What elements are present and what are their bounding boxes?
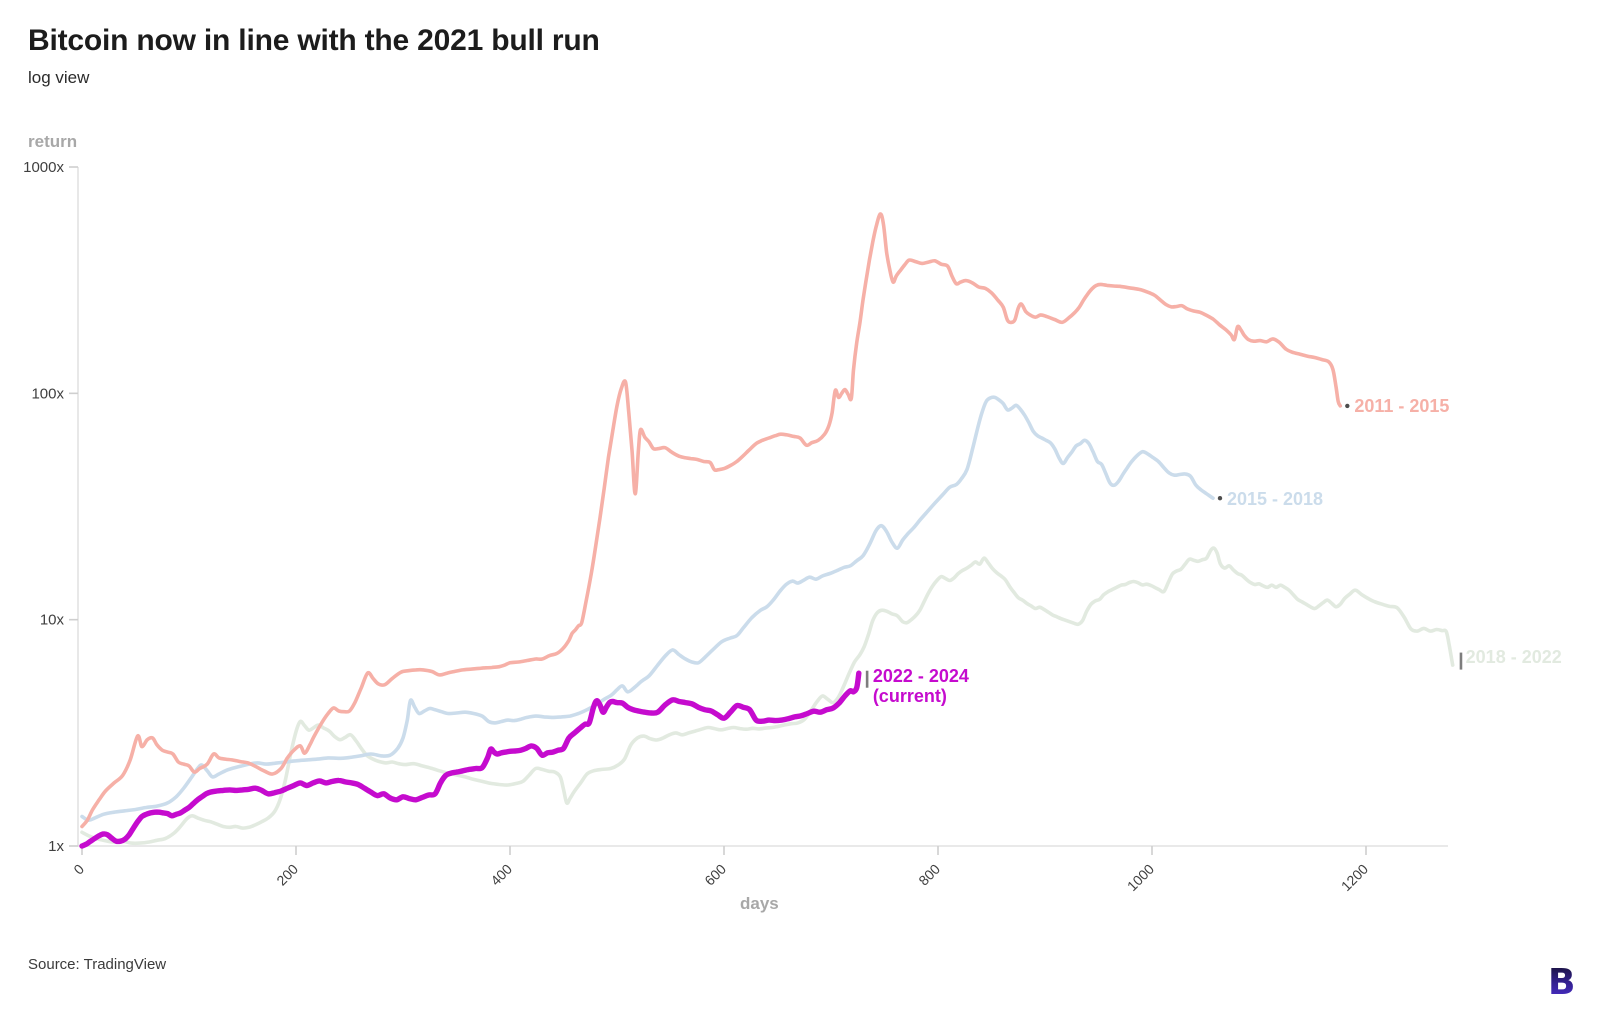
y-tick-label: 1000x — [23, 159, 64, 176]
series-label-2011-2015: 2011 - 2015 — [1354, 396, 1449, 416]
x-tick-label: 600 — [701, 861, 729, 889]
logo-letter: B — [1548, 962, 1574, 1002]
source-credit: Source: TradingView — [28, 956, 167, 973]
end-bar-2022-2024-current — [865, 670, 869, 688]
series-label-line: 2015 - 2018 — [1226, 489, 1324, 510]
y-axis-title: return — [28, 132, 78, 151]
x-tick-label: 0 — [70, 861, 87, 878]
series-line-2011-2015 — [80, 212, 1343, 829]
series-label-line: 2018 - 2022 — [1465, 647, 1562, 668]
series-line-2015-2018 — [80, 395, 1215, 823]
x-tick-label: 1200 — [1338, 861, 1371, 894]
series-label-line: 2011 - 2015 — [1354, 395, 1450, 416]
x-axis-title: days — [740, 894, 779, 913]
y-tick-label: 100x — [31, 385, 64, 402]
end-dot-2011-2015 — [1345, 403, 1350, 409]
end-dot-2015-2018 — [1217, 496, 1223, 501]
y-tick-label: 1x — [48, 838, 64, 855]
series-label-2018-2022: 2018 - 2022 — [1466, 647, 1562, 667]
x-tick-label: 800 — [915, 861, 943, 889]
page-title: Bitcoin now in line with the 2021 bull r… — [28, 24, 600, 57]
chart-subtitle: log view — [28, 68, 90, 87]
series-line-2022-2024-current — [79, 670, 862, 849]
x-tick-label: 200 — [273, 861, 301, 889]
series-label-line: (current) — [872, 686, 947, 707]
series-line-2018-2022 — [80, 546, 1455, 846]
end-bar-2018-2022 — [1459, 652, 1463, 670]
series-label-line: 2022 - 2024 — [872, 666, 969, 687]
x-tick-label: 400 — [487, 861, 515, 889]
x-tick-label: 1000 — [1124, 861, 1157, 894]
series-label-2022-2024-current: 2022 - 2024 (current) — [873, 666, 969, 706]
y-tick-label: 10x — [40, 612, 65, 629]
brand-logo: B — [1548, 962, 1574, 1002]
series-label-2015-2018: 2015 - 2018 — [1227, 489, 1323, 509]
